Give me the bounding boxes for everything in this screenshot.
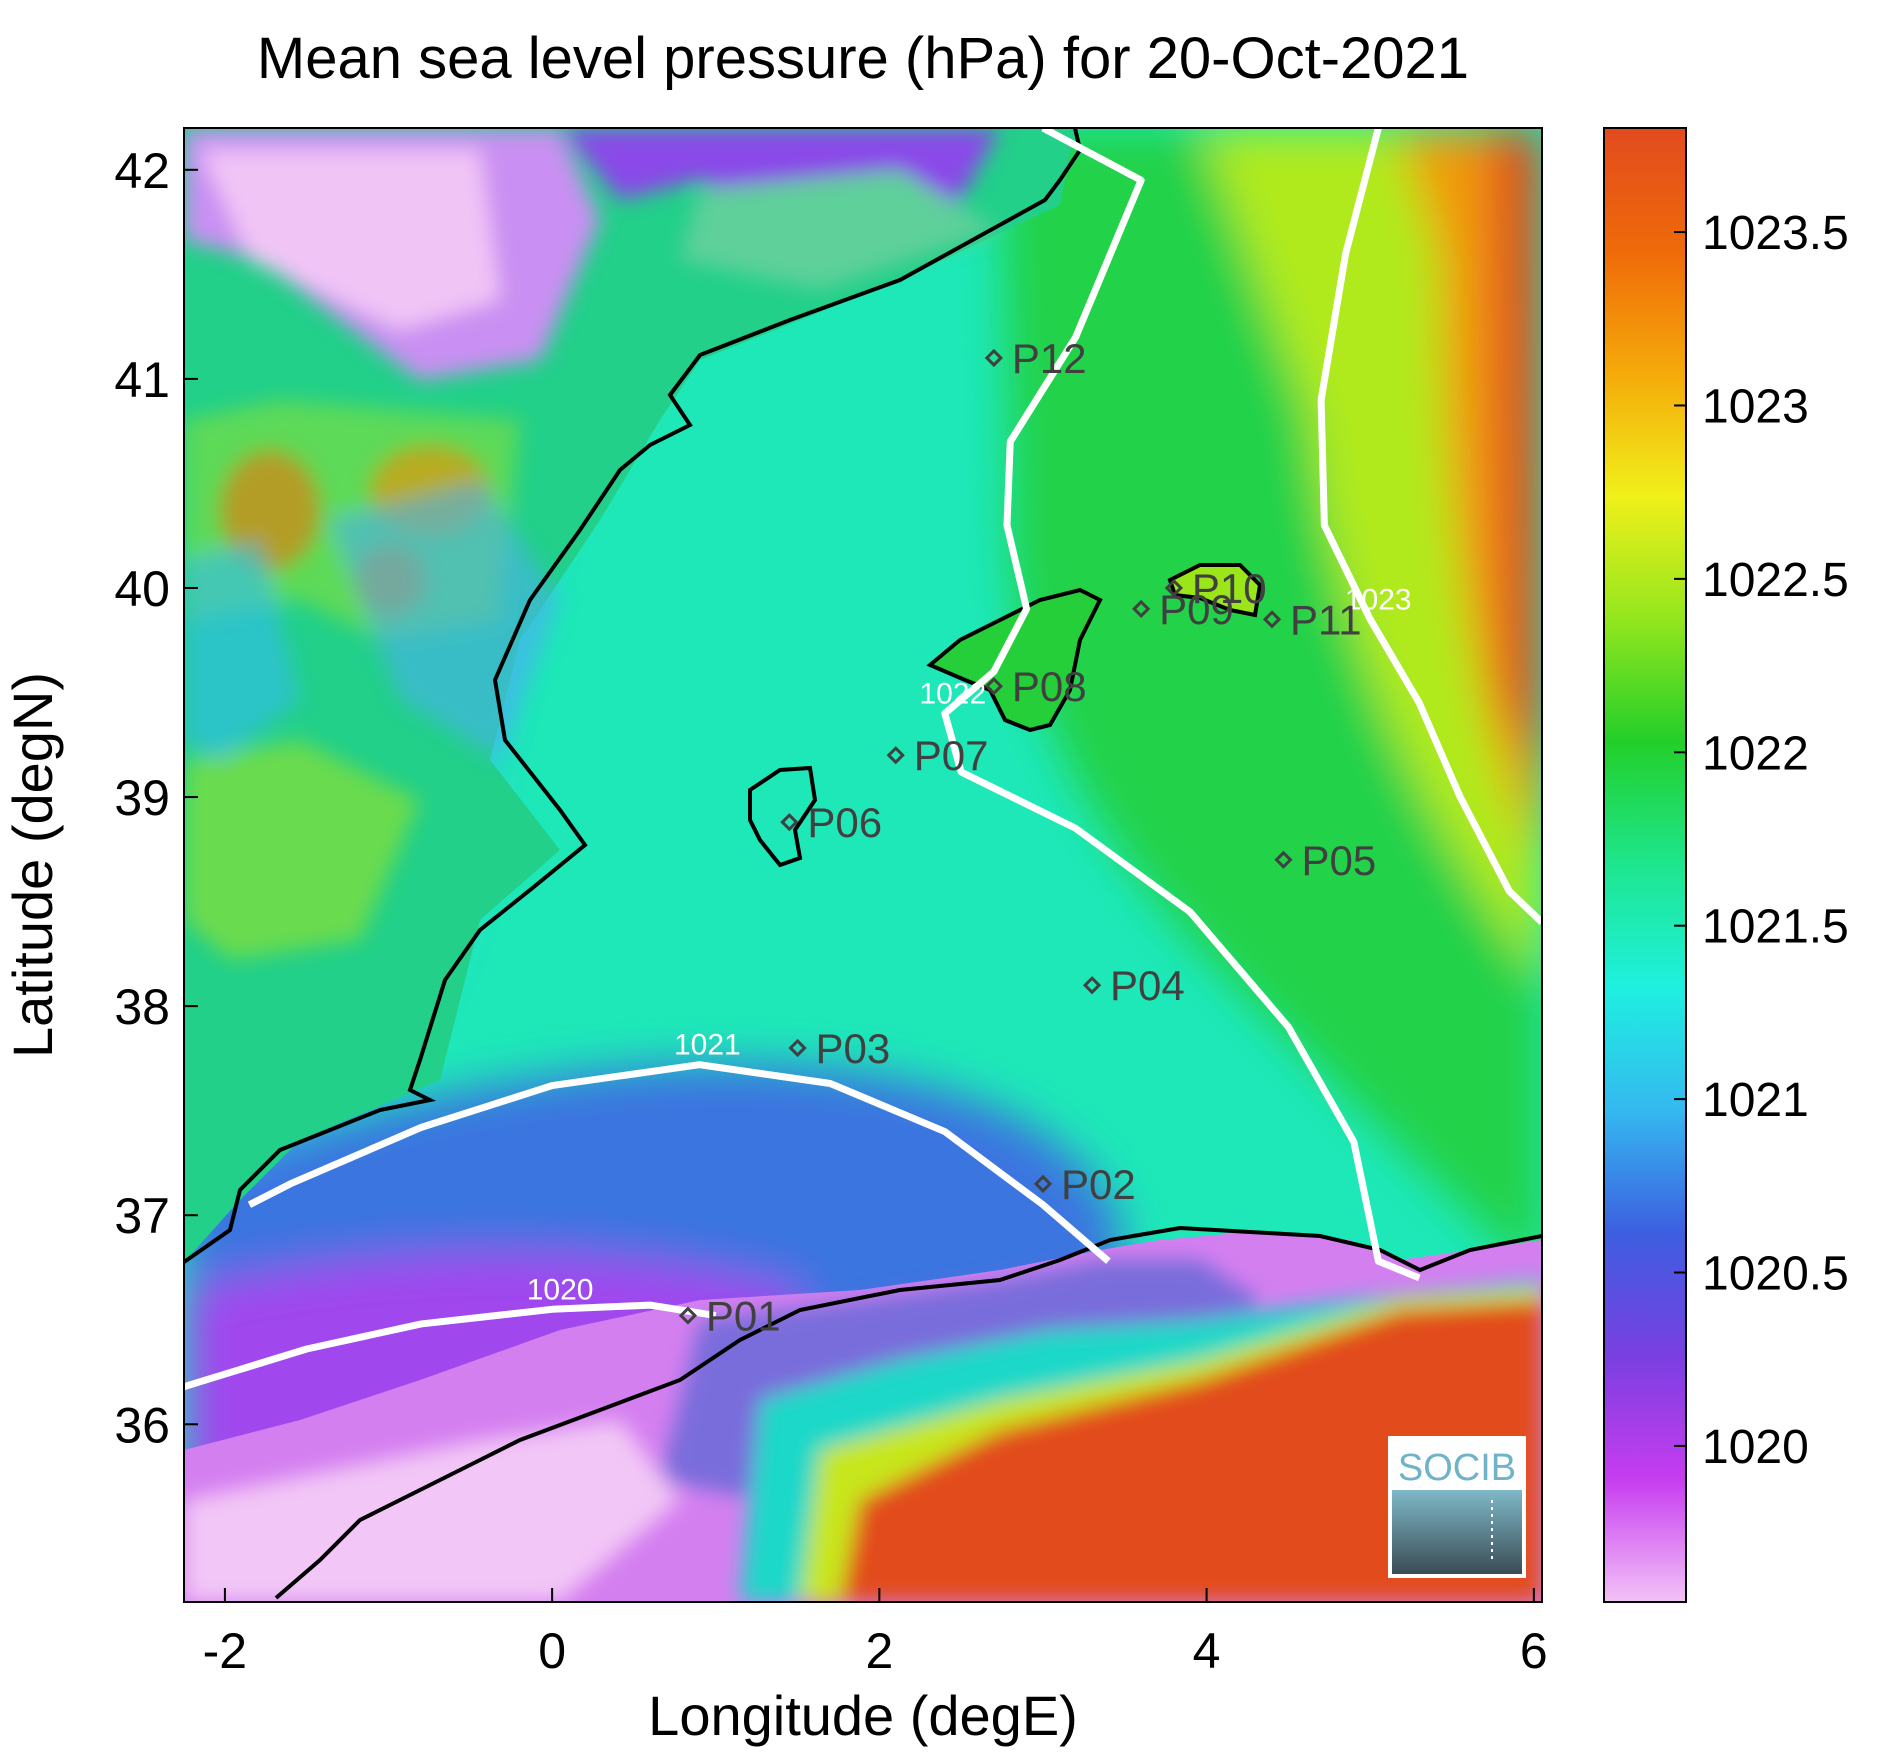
colorbar-tick-label: 1023 bbox=[1702, 380, 1809, 433]
station-marker bbox=[1132, 599, 1151, 619]
x-axis-ticks: -2 0 2 4 6 bbox=[203, 1588, 1548, 1679]
coastline bbox=[184, 128, 1542, 1600]
colorbar-ticks: 1020 1020.5 1021 1021.5 1022 1022.5 1023 1023.5 bbox=[1674, 207, 1849, 1474]
map-panel: 1020 1021 1022 1023 P01 P02 P03 P04 P05 P06 P07 P0… bbox=[184, 128, 1542, 1602]
map-frame bbox=[183, 127, 1543, 1603]
station-label: P12 bbox=[1012, 335, 1087, 382]
station-marker bbox=[1164, 578, 1183, 598]
colorbar-tick-label: 1021.5 bbox=[1702, 901, 1849, 954]
colorbar-tick-label: 1022 bbox=[1702, 727, 1809, 780]
x-tick-label: 6 bbox=[1520, 1623, 1548, 1679]
station-marker bbox=[1082, 976, 1102, 995]
station-label: P02 bbox=[1061, 1161, 1136, 1208]
colorbar-tick-label: 1020 bbox=[1702, 1421, 1809, 1474]
y-tick-label: 38 bbox=[114, 979, 170, 1035]
station-marker bbox=[788, 1038, 807, 1058]
y-tick-label: 42 bbox=[114, 143, 170, 199]
station-marker bbox=[1033, 1174, 1053, 1193]
island-menorca bbox=[1167, 563, 1263, 618]
y-tick-label: 39 bbox=[114, 770, 170, 826]
island-ibiza bbox=[748, 765, 818, 868]
colorbar-tick-label: 1022.5 bbox=[1702, 554, 1849, 607]
colorbar-tick-label: 1021 bbox=[1702, 1074, 1809, 1127]
station-label: P03 bbox=[816, 1025, 891, 1072]
station-label: P10 bbox=[1192, 565, 1267, 612]
africa-land bbox=[184, 1232, 1542, 1602]
y-axis-ticks: 36 37 38 39 40 41 42 bbox=[114, 143, 198, 1453]
socib-logo: SOCIB bbox=[1388, 1436, 1526, 1578]
y-tick-label: 40 bbox=[114, 561, 170, 617]
island-mallorca bbox=[926, 587, 1103, 733]
isobar-label: 1023 bbox=[1345, 583, 1412, 616]
station-label: P05 bbox=[1301, 837, 1376, 884]
station-marker bbox=[886, 746, 905, 765]
station-label: P04 bbox=[1110, 962, 1185, 1009]
chart-title: Mean sea level pressure (hPa) for 20-Oct… bbox=[257, 26, 1469, 91]
station-label: P07 bbox=[914, 732, 989, 779]
station-label: P06 bbox=[807, 799, 882, 846]
station-label: P08 bbox=[1012, 663, 1087, 710]
station-label: P01 bbox=[706, 1293, 781, 1340]
station-marker bbox=[678, 1306, 698, 1325]
y-axis-label: Latitude (degN) bbox=[1, 672, 64, 1058]
station-marker bbox=[1262, 610, 1282, 629]
x-tick-label: 2 bbox=[865, 1623, 893, 1679]
iberia-land bbox=[184, 128, 1075, 1262]
x-tick-label: 4 bbox=[1193, 1623, 1221, 1679]
isobar-line bbox=[247, 1061, 1111, 1264]
isobar-label: 1022 bbox=[919, 677, 986, 710]
colorbar-tick-label: 1023.5 bbox=[1702, 207, 1849, 260]
isobar-line bbox=[184, 1301, 717, 1390]
y-tick-label: 36 bbox=[114, 1397, 170, 1453]
x-axis-label: Longitude (degE) bbox=[648, 1684, 1078, 1747]
svg-text:SOCIB: SOCIB bbox=[1398, 1447, 1516, 1489]
station-marker bbox=[780, 813, 799, 832]
isobar-label: 1020 bbox=[527, 1273, 594, 1306]
station-marker bbox=[984, 677, 1004, 696]
colorbar bbox=[1603, 127, 1687, 1603]
isobars: 1020 1021 1022 1023 bbox=[184, 128, 1542, 1390]
station-marker bbox=[984, 348, 1004, 368]
x-tick-label: -2 bbox=[203, 1623, 247, 1679]
x-tick-label: 0 bbox=[538, 1623, 566, 1679]
colorbar-tick-label: 1020.5 bbox=[1702, 1248, 1849, 1301]
isobar-line bbox=[941, 128, 1421, 1282]
isobar-line bbox=[1317, 128, 1542, 926]
station-marker bbox=[1274, 850, 1293, 869]
y-tick-label: 37 bbox=[114, 1188, 170, 1244]
station-label: P11 bbox=[1290, 596, 1362, 643]
isobar-label: 1021 bbox=[674, 1029, 741, 1062]
y-tick-label: 41 bbox=[114, 352, 170, 408]
